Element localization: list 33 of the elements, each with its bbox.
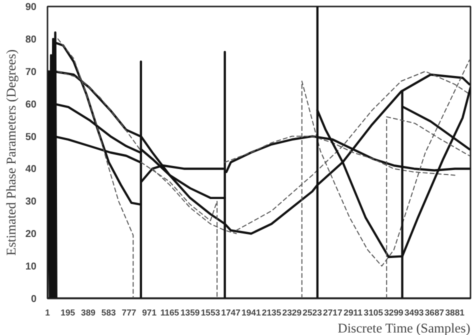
x-tick-label: 1747 bbox=[221, 308, 241, 318]
y-tick-label: 10 bbox=[25, 262, 37, 273]
x-tick-label: 2329 bbox=[282, 308, 302, 318]
x-tick-label: 3493 bbox=[404, 308, 424, 318]
y-tick-label: 90 bbox=[25, 2, 37, 13]
x-tick-label: 2911 bbox=[344, 308, 363, 318]
x-tick-label: 971 bbox=[142, 308, 157, 318]
y-tick-label: 40 bbox=[25, 164, 37, 176]
y-tick-label: 0 bbox=[30, 294, 37, 305]
x-tick-label: 777 bbox=[122, 308, 136, 318]
y-tick-label: 30 bbox=[25, 196, 37, 208]
y-axis-title: Estimated Phase Parameters (Degrees) bbox=[3, 49, 18, 256]
x-tick-label: 1553 bbox=[200, 308, 220, 318]
x-tick-label: 3299 bbox=[384, 308, 404, 318]
y-tick-label: 50 bbox=[25, 132, 37, 143]
x-tick-label: 2135 bbox=[262, 308, 282, 318]
x-tick-label: 1359 bbox=[180, 308, 200, 318]
x-tick-label: 1941 bbox=[242, 308, 261, 318]
x-tick-label: 1 bbox=[45, 308, 50, 318]
y-tick-label: 80 bbox=[25, 34, 37, 46]
x-tick-label: 195 bbox=[60, 308, 76, 318]
x-tick-label: 1165 bbox=[160, 308, 180, 318]
x-axis-title: Discrete Time (Samples) bbox=[338, 320, 470, 335]
x-tick-label: 3105 bbox=[364, 308, 384, 318]
x-tick-label: 2717 bbox=[323, 308, 342, 318]
y-tick-label: 20 bbox=[25, 229, 37, 240]
x-tick-label: 389 bbox=[81, 308, 96, 318]
y-tick-label: 70 bbox=[25, 66, 37, 78]
x-tick-label: 3881 bbox=[445, 308, 465, 318]
x-tick-label: 3687 bbox=[424, 308, 444, 318]
x-tick-label: 583 bbox=[101, 308, 116, 318]
y-tick-label: 60 bbox=[25, 99, 37, 110]
x-tick-label: 2523 bbox=[302, 308, 322, 318]
